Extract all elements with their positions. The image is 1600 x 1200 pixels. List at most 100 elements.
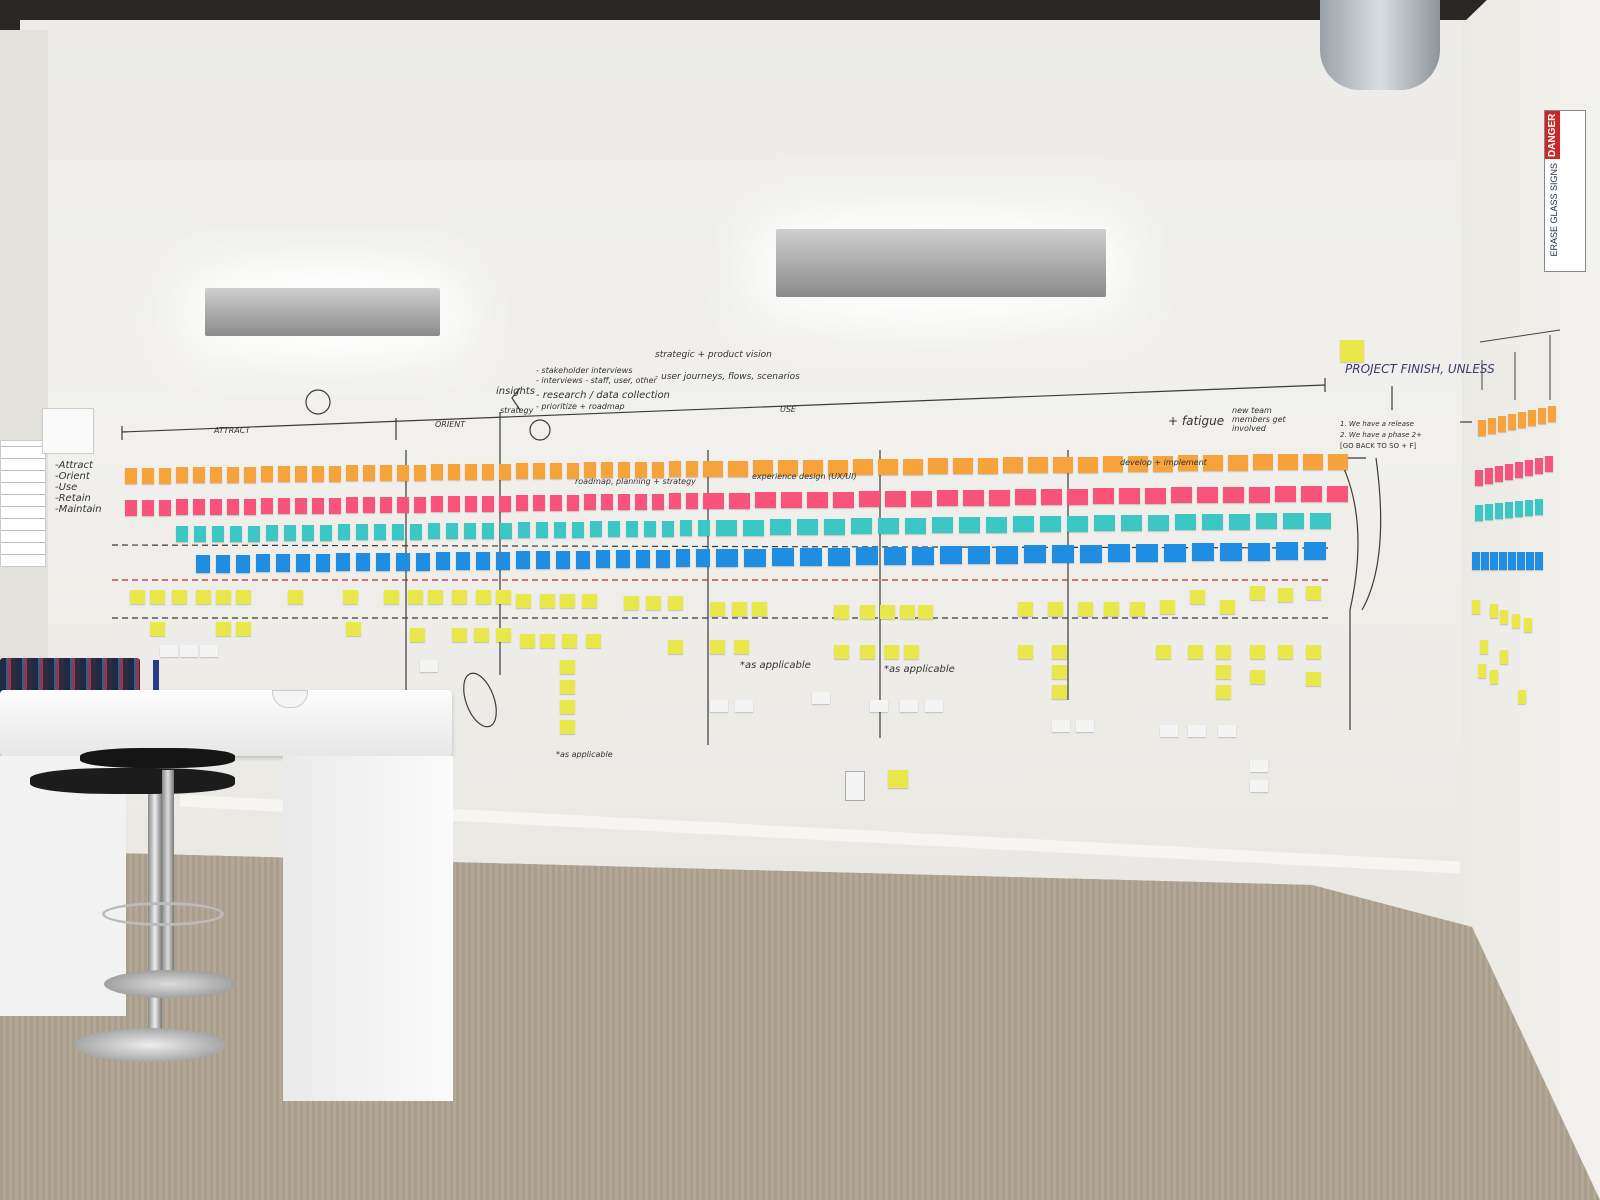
teal-sticky-note bbox=[1283, 513, 1304, 529]
pink-sticky-note bbox=[261, 498, 273, 514]
orange-sticky-note bbox=[1078, 457, 1098, 473]
phase-use-label: USE bbox=[780, 405, 796, 414]
orange-sticky-note bbox=[397, 465, 409, 481]
lane-label-planning: roadmap, planning + strategy bbox=[575, 477, 696, 486]
teal-sticky-note bbox=[662, 521, 674, 537]
yellow-sticky-note bbox=[860, 645, 875, 659]
orange-sticky-note bbox=[1478, 420, 1486, 436]
orange-sticky-note bbox=[953, 458, 973, 474]
orange-sticky-note bbox=[778, 460, 798, 476]
teal-sticky-note bbox=[1202, 514, 1223, 530]
orange-sticky-note bbox=[142, 468, 154, 484]
teal-sticky-note bbox=[608, 521, 620, 537]
as-applicable-note-1: *as applicable bbox=[740, 660, 811, 671]
orange-sticky-note bbox=[431, 464, 443, 480]
orange-sticky-note bbox=[878, 459, 898, 475]
teal-sticky-note bbox=[356, 524, 368, 540]
blue-sticky-note bbox=[356, 553, 370, 571]
blue-sticky-note bbox=[856, 547, 878, 565]
orange-sticky-note bbox=[448, 464, 460, 480]
yellow-sticky-note bbox=[1156, 645, 1171, 659]
yellow-sticky-note bbox=[668, 640, 683, 654]
pink-sticky-note bbox=[465, 496, 477, 512]
blue-sticky-note bbox=[1220, 543, 1242, 561]
orange-sticky-note bbox=[465, 464, 477, 480]
yellow-sticky-note bbox=[428, 590, 443, 604]
yellow-sticky-note bbox=[1160, 600, 1175, 614]
teal-sticky-note bbox=[1148, 515, 1169, 531]
ceiling-duct bbox=[1320, 0, 1440, 90]
teal-sticky-note bbox=[698, 520, 710, 536]
pink-sticky-note bbox=[448, 496, 460, 512]
orange-sticky-note bbox=[601, 462, 613, 478]
pink-sticky-note bbox=[533, 495, 545, 511]
orange-sticky-note bbox=[1538, 408, 1546, 424]
yellow-sticky-note bbox=[1490, 670, 1498, 684]
yellow-sticky-note bbox=[540, 594, 555, 608]
blue-sticky-note bbox=[772, 548, 794, 566]
orange-sticky-note bbox=[1178, 455, 1198, 471]
pink-sticky-note bbox=[210, 499, 222, 515]
white-table-top bbox=[0, 690, 452, 756]
insights-label: insights bbox=[496, 386, 535, 397]
orange-sticky-note bbox=[686, 461, 698, 477]
yellow-sticky-note bbox=[586, 634, 601, 648]
white-sticky-note bbox=[1250, 780, 1268, 792]
teal-sticky-note bbox=[338, 524, 350, 540]
white-sticky-note bbox=[420, 660, 438, 672]
white-sticky-note bbox=[710, 700, 728, 712]
pink-sticky-note bbox=[1067, 489, 1088, 505]
teal-sticky-note bbox=[1256, 513, 1277, 529]
blue-sticky-note bbox=[676, 549, 690, 567]
yellow-sticky-note bbox=[236, 622, 251, 636]
teal-sticky-note bbox=[1067, 516, 1088, 532]
blue-sticky-note bbox=[536, 551, 550, 569]
yellow-sticky-note bbox=[1340, 340, 1364, 362]
yellow-sticky-note bbox=[216, 590, 231, 604]
teal-sticky-note bbox=[374, 524, 386, 540]
pink-sticky-note bbox=[584, 494, 596, 510]
blue-sticky-note bbox=[1052, 545, 1074, 563]
interviews-note: - interviews - staff, user, other bbox=[536, 376, 657, 385]
blue-sticky-note bbox=[1192, 543, 1214, 561]
pink-sticky-note bbox=[601, 494, 613, 510]
teal-sticky-note bbox=[518, 522, 530, 538]
stool-seat-front bbox=[30, 768, 235, 794]
blue-sticky-note bbox=[1481, 552, 1489, 570]
teal-sticky-note bbox=[266, 525, 278, 541]
blue-sticky-note bbox=[656, 550, 670, 568]
yellow-sticky-note bbox=[1500, 650, 1508, 664]
white-sticky-note bbox=[1160, 725, 1178, 737]
blue-sticky-note bbox=[476, 552, 490, 570]
yellow-sticky-note bbox=[1250, 586, 1265, 600]
yellow-sticky-note bbox=[880, 605, 895, 619]
pink-sticky-note bbox=[346, 497, 358, 513]
yellow-sticky-note bbox=[343, 590, 358, 604]
teal-sticky-note bbox=[1495, 503, 1503, 519]
orange-sticky-note bbox=[414, 465, 426, 481]
yellow-sticky-note bbox=[150, 622, 165, 636]
pink-sticky-note bbox=[1525, 460, 1533, 476]
teal-sticky-note bbox=[176, 526, 188, 542]
blue-sticky-note bbox=[1508, 552, 1516, 570]
orange-sticky-note bbox=[1328, 454, 1348, 470]
pink-sticky-note bbox=[499, 496, 511, 512]
yellow-sticky-note bbox=[1278, 645, 1293, 659]
orange-sticky-note bbox=[1303, 454, 1323, 470]
yellow-sticky-note bbox=[236, 590, 251, 604]
pink-sticky-note bbox=[686, 493, 698, 509]
teal-sticky-note bbox=[626, 521, 638, 537]
yellow-sticky-note bbox=[516, 594, 531, 608]
pink-sticky-note bbox=[781, 492, 802, 508]
carpet-floor bbox=[0, 850, 1600, 1200]
orange-sticky-note bbox=[550, 463, 562, 479]
teal-sticky-note bbox=[959, 517, 980, 533]
yellow-sticky-note bbox=[1190, 590, 1205, 604]
orange-sticky-note bbox=[669, 461, 681, 477]
teal-sticky-note bbox=[824, 519, 845, 535]
pink-sticky-note bbox=[1145, 488, 1166, 504]
blue-sticky-note bbox=[296, 554, 310, 572]
yellow-sticky-note bbox=[668, 596, 683, 610]
blue-sticky-note bbox=[436, 552, 450, 570]
